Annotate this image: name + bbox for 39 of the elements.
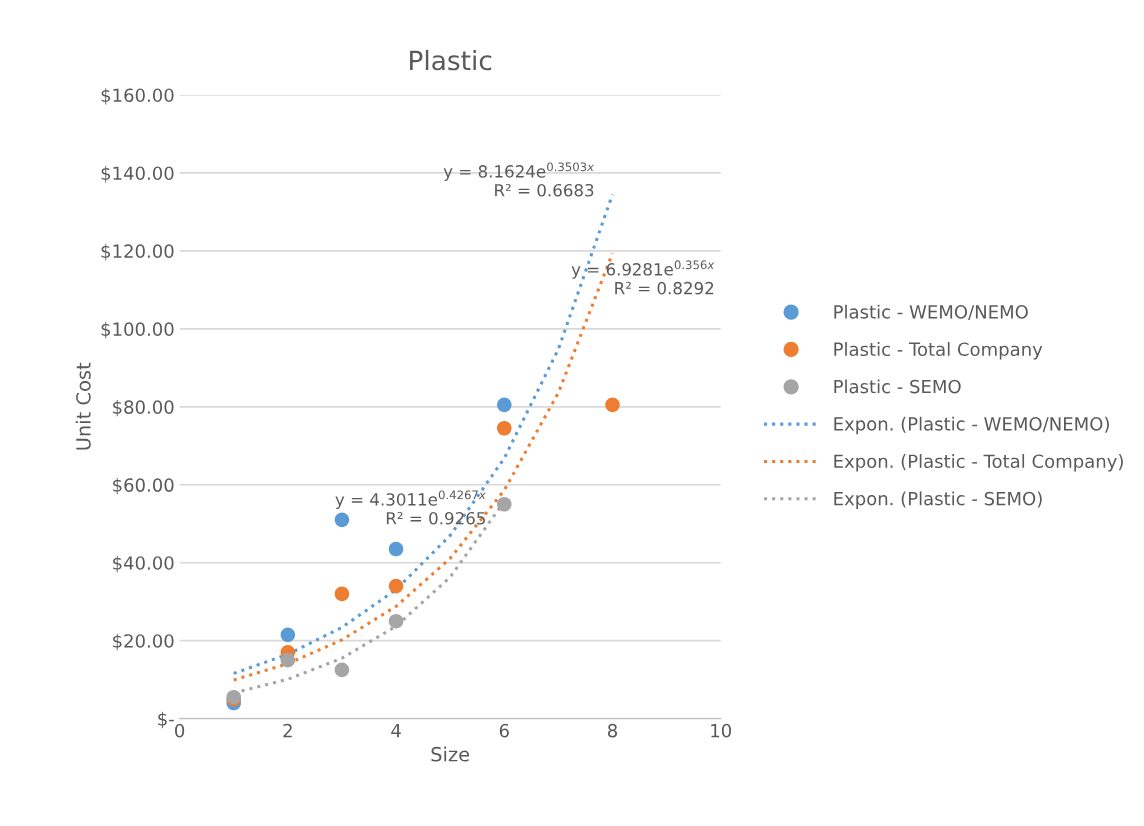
point <box>388 613 404 629</box>
x-tick-label: 0 <box>175 723 185 738</box>
legend-label: Plastic - WEMO/NEMO <box>834 304 1028 321</box>
y-tick-label: $160.00 <box>101 88 174 105</box>
y-tick-label: $100.00 <box>101 321 174 339</box>
legend-label: Expon. (Plastic - SEMO) <box>834 491 1042 509</box>
chart-title: Plastic <box>410 49 492 71</box>
x-tick-label: 4 <box>391 724 401 738</box>
point <box>334 662 350 678</box>
point <box>388 578 404 594</box>
y-tick-label: $80.00 <box>113 399 174 417</box>
point <box>496 496 512 512</box>
annotation: y = 4.3011e$^{0.4267x}$ R² = 0.9265 <box>335 490 486 525</box>
point <box>605 397 620 413</box>
x-tick-label: 8 <box>607 723 618 738</box>
point <box>496 420 512 436</box>
y-tick-label: $40.00 <box>113 555 174 573</box>
legend-label: Expon. (Plastic - Total Company) <box>834 454 1123 472</box>
x-tick-label: 2 <box>283 723 292 738</box>
legend-label: Plastic - SEMO <box>834 379 961 394</box>
x-tick-label: 6 <box>499 723 509 738</box>
y-tick-label: $140.00 <box>101 166 174 183</box>
y-tick-label: $120.00 <box>101 244 174 261</box>
point <box>496 397 512 413</box>
x-axis-title: Size <box>431 746 470 762</box>
point <box>280 627 296 643</box>
annotation: y = 6.9281e$^{0.356x}$ R² = 0.8292 <box>571 260 715 295</box>
point <box>334 512 350 528</box>
point <box>334 586 350 602</box>
point <box>280 652 296 668</box>
point <box>388 541 404 557</box>
y-tick-label: $20.00 <box>113 633 174 651</box>
annotation: y = 8.1624e$^{0.3503x}$ R² = 0.6683 <box>443 162 595 197</box>
y-axis-title: Unit Cost <box>75 362 91 450</box>
x-tick-label: 10 <box>711 723 732 738</box>
legend-label: Plastic - Total Company <box>834 342 1043 360</box>
y-tick-label: $60.00 <box>113 477 174 495</box>
legend-label: Expon. (Plastic - WEMO/NEMO) <box>834 416 1109 435</box>
y-tick-label: $- <box>158 711 174 729</box>
